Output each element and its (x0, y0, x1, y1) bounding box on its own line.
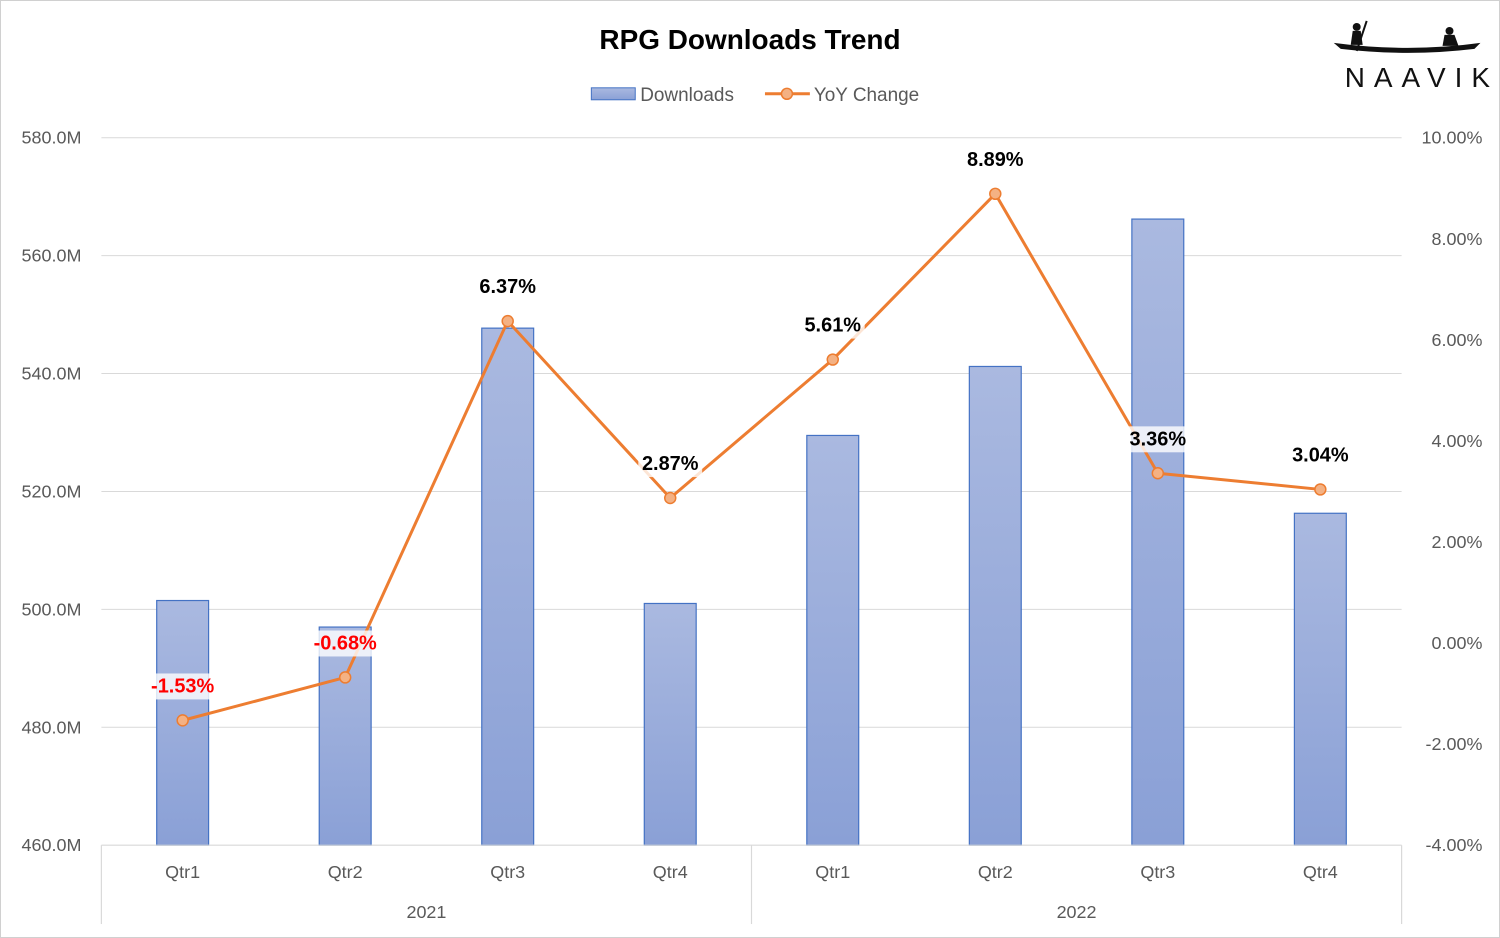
chart-title: RPG Downloads Trend (599, 24, 900, 55)
category-label: Qtr1 (165, 862, 200, 882)
right-tick-label: 8.00% (1432, 229, 1483, 249)
yoy-data-label: 8.89% (967, 149, 1024, 171)
rower-right-head (1445, 26, 1454, 35)
left-tick-label: 540.0M (22, 364, 82, 384)
downloads-bar (968, 365, 1022, 846)
category-label: Qtr4 (1303, 862, 1338, 882)
category-axis: Qtr1 Qtr2 Qtr3 Qtr4 2021 Qtr1 Qtr2 Qtr3 Qtr4 2022 (100, 844, 1403, 925)
naavik-logo: NAAVIK (1333, 20, 1499, 93)
left-tick-label: 460.0M (22, 835, 82, 855)
left-tick-label: 520.0M (22, 481, 82, 501)
right-tick-label: 4.00% (1432, 431, 1483, 451)
rower-left-head (1352, 22, 1361, 31)
data-label-bg (150, 673, 215, 700)
rower-right-body (1442, 34, 1459, 46)
legend: Downloads YoY Change (590, 85, 919, 106)
yoy-marker (501, 314, 514, 328)
downloads-bar (1131, 218, 1185, 846)
data-label-bg (313, 630, 378, 657)
right-axis: -4.00% -2.00% 0.00% 2.00% 4.00% 6.00% 8.00% 10.… (1422, 128, 1483, 855)
category-label: Qtr2 (328, 862, 363, 882)
data-label-bg (475, 274, 540, 301)
downloads-bar (643, 602, 697, 846)
yoy-data-label: 3.36% (1130, 428, 1187, 450)
right-tick-label: 0.00% (1432, 633, 1483, 653)
downloads-bar (1293, 512, 1347, 846)
downloads-bar (806, 434, 860, 846)
legend-yoy-marker (780, 87, 794, 101)
yoy-data-label: -1.53% (151, 675, 214, 697)
right-tick-label: -2.00% (1426, 734, 1483, 754)
downloads-bar (481, 327, 535, 846)
group-label: 2021 (406, 902, 446, 922)
data-label-bg (1125, 426, 1190, 453)
boat-icon (1333, 42, 1481, 53)
downloads-bar (318, 626, 372, 846)
yoy-marker (338, 671, 352, 684)
yoy-data-label: 2.87% (642, 453, 699, 475)
yoy-marker (826, 353, 839, 366)
category-label: Qtr2 (978, 862, 1013, 882)
gridlines (101, 137, 1402, 728)
group-label: 2022 (1057, 902, 1097, 922)
yoy-marker (663, 491, 677, 505)
right-tick-label: 2.00% (1432, 532, 1483, 552)
legend-downloads-label: Downloads (640, 85, 734, 106)
left-tick-label: 480.0M (22, 717, 82, 737)
left-tick-label: 580.0M (22, 128, 82, 148)
yoy-marker (989, 187, 1002, 201)
category-label: Qtr3 (490, 862, 525, 882)
right-tick-label: -4.00% (1426, 835, 1483, 855)
yoy-marker (176, 714, 189, 727)
category-label: Qtr1 (815, 862, 850, 882)
yoy-data-label: -0.68% (314, 632, 377, 654)
yoy-data-label: 3.04% (1292, 444, 1349, 466)
left-tick-label: 560.0M (22, 246, 82, 266)
downloads-bars (156, 218, 1347, 846)
category-label: Qtr3 (1140, 862, 1175, 882)
paddle-icon (1355, 20, 1368, 52)
right-tick-label: 10.00% (1422, 128, 1483, 148)
yoy-data-labels: -1.53% -0.68% 6.37% 2.87% 5.61% 8.89% 3.36% 3.0… (150, 146, 1353, 700)
yoy-marker (1314, 483, 1327, 496)
right-tick-label: 6.00% (1432, 330, 1483, 350)
yoy-marker (1151, 467, 1165, 480)
legend-yoy-label: YoY Change (814, 85, 919, 106)
data-label-bg (800, 312, 865, 339)
legend-downloads-swatch (590, 87, 636, 101)
yoy-data-label: 5.61% (804, 315, 861, 337)
logo-text: NAAVIK (1345, 62, 1499, 93)
data-label-bg (963, 146, 1028, 173)
left-tick-label: 500.0M (22, 599, 82, 619)
category-label: Qtr4 (653, 862, 688, 882)
data-label-bg (1288, 442, 1353, 469)
yoy-data-label: 6.37% (479, 276, 536, 298)
data-label-bg (638, 451, 703, 478)
left-axis: 460.0M 480.0M 500.0M 520.0M 540.0M 560.0M 580.… (22, 128, 82, 855)
